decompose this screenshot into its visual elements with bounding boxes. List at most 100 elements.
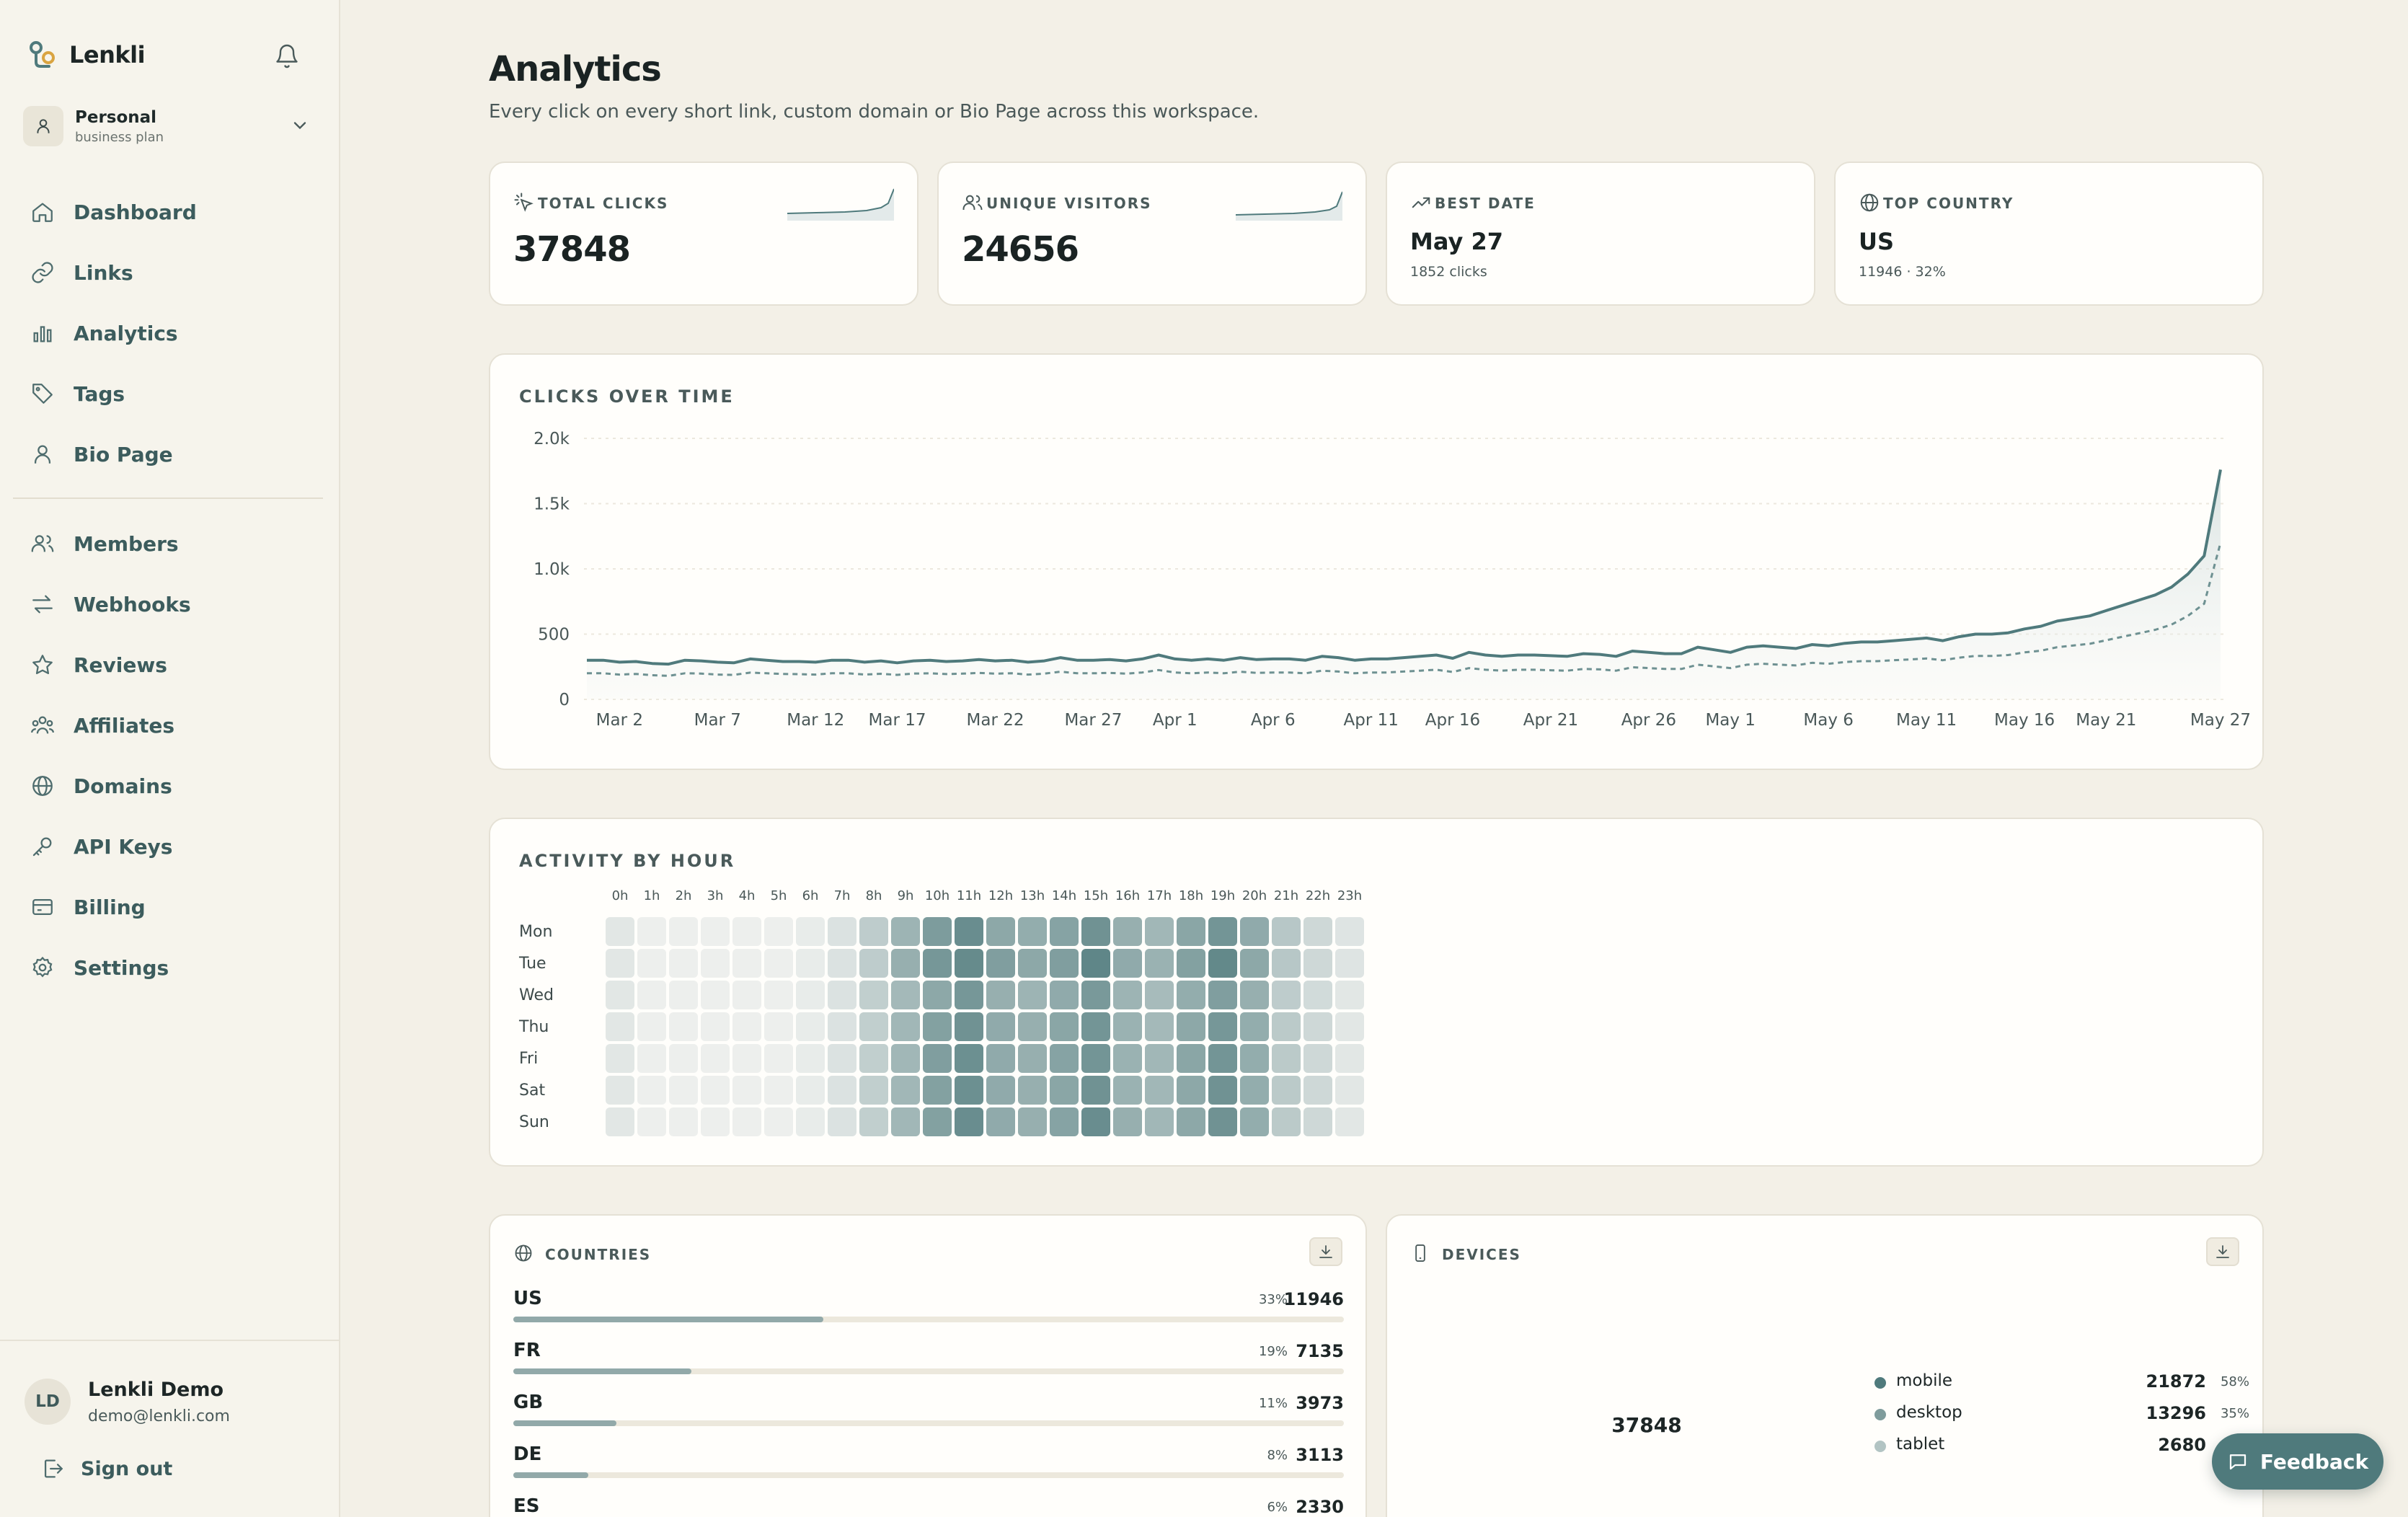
heatmap-cell[interactable] <box>732 1044 761 1073</box>
heatmap-cell[interactable] <box>955 1076 983 1105</box>
sidebar-item-analytics[interactable]: Analytics <box>30 317 178 349</box>
heatmap-cell[interactable] <box>1113 949 1142 978</box>
heatmap-cell[interactable] <box>1240 1012 1269 1041</box>
heatmap-cell[interactable] <box>1018 1076 1047 1105</box>
heatmap-cell[interactable] <box>732 1012 761 1041</box>
heatmap-cell[interactable] <box>859 1044 888 1073</box>
heatmap-cell[interactable] <box>606 981 634 1009</box>
clicks-over-time-chart[interactable]: 0 500 1.0k 1.5k 2.0k Mar 2 Mar 7 Mar 12 Mar 17 Ma… <box>490 355 2265 771</box>
heatmap-cell[interactable] <box>1272 1044 1301 1073</box>
heatmap-cell[interactable] <box>891 949 920 978</box>
brand[interactable]: Lenkli <box>29 40 146 69</box>
heatmap-cell[interactable] <box>1018 1012 1047 1041</box>
feedback-button[interactable]: Feedback <box>2212 1433 2383 1490</box>
heatmap-cell[interactable] <box>1113 917 1142 946</box>
heatmap-cell[interactable] <box>1335 1012 1364 1041</box>
sidebar-item-webhooks[interactable]: Webhooks <box>30 588 191 620</box>
heatmap-cell[interactable] <box>1145 1107 1174 1136</box>
heatmap-cell[interactable] <box>1081 1076 1110 1105</box>
heatmap-cell[interactable] <box>637 1076 666 1105</box>
heatmap-cell[interactable] <box>891 1012 920 1041</box>
heatmap-cell[interactable] <box>1145 1076 1174 1105</box>
heatmap-cell[interactable] <box>1081 949 1110 978</box>
heatmap-cell[interactable] <box>923 917 952 946</box>
heatmap-cell[interactable] <box>764 1076 793 1105</box>
device-legend-row[interactable]: desktop 13296 35% <box>1874 1402 2249 1430</box>
workspace-switcher[interactable]: Personal business plan <box>23 102 320 150</box>
heatmap-cell[interactable] <box>1081 1012 1110 1041</box>
device-legend-row[interactable]: mobile 21872 58% <box>1874 1370 2249 1399</box>
heatmap-cell[interactable] <box>1018 1107 1047 1136</box>
heatmap-cell[interactable] <box>1303 1107 1332 1136</box>
heatmap-cell[interactable] <box>732 1076 761 1105</box>
devices-donut-chart[interactable]: 37848 <box>1517 1295 1776 1517</box>
heatmap-cell[interactable] <box>1240 949 1269 978</box>
heatmap-cell[interactable] <box>1335 1044 1364 1073</box>
heatmap-cell[interactable] <box>1303 1012 1332 1041</box>
heatmap-cell[interactable] <box>669 917 698 946</box>
heatmap-cell[interactable] <box>859 981 888 1009</box>
country-row[interactable]: ES 6% 2330 <box>513 1495 1344 1517</box>
heatmap-cell[interactable] <box>637 1012 666 1041</box>
sidebar-item-api-keys[interactable]: API Keys <box>30 831 172 862</box>
heatmap-cell[interactable] <box>1335 1076 1364 1105</box>
sidebar-item-reviews[interactable]: Reviews <box>30 649 167 681</box>
heatmap-cell[interactable] <box>1303 1044 1332 1073</box>
heatmap-cell[interactable] <box>796 1076 825 1105</box>
heatmap-cell[interactable] <box>986 1044 1015 1073</box>
heatmap-cell[interactable] <box>923 1107 952 1136</box>
heatmap-cell[interactable] <box>1177 1012 1205 1041</box>
heatmap-cell[interactable] <box>955 1044 983 1073</box>
heatmap-cell[interactable] <box>606 1076 634 1105</box>
heatmap-cell[interactable] <box>1113 1044 1142 1073</box>
heatmap-cell[interactable] <box>1177 949 1205 978</box>
sidebar-item-tags[interactable]: Tags <box>30 378 125 410</box>
heatmap-cell[interactable] <box>1303 981 1332 1009</box>
heatmap-cell[interactable] <box>923 1076 952 1105</box>
heatmap-cell[interactable] <box>923 981 952 1009</box>
sidebar-item-links[interactable]: Links <box>30 257 133 288</box>
country-row[interactable]: US 33% 11946 <box>513 1288 1344 1331</box>
heatmap-cell[interactable] <box>1081 917 1110 946</box>
heatmap-cell[interactable] <box>764 1012 793 1041</box>
heatmap-cell[interactable] <box>1081 981 1110 1009</box>
heatmap-cell[interactable] <box>1113 1012 1142 1041</box>
heatmap-cell[interactable] <box>923 949 952 978</box>
heatmap-cell[interactable] <box>891 981 920 1009</box>
heatmap-cell[interactable] <box>1240 1044 1269 1073</box>
heatmap-cell[interactable] <box>796 1107 825 1136</box>
heatmap-cell[interactable] <box>1208 949 1237 978</box>
heatmap-cell[interactable] <box>828 917 856 946</box>
heatmap-cell[interactable] <box>1177 1044 1205 1073</box>
heatmap-cell[interactable] <box>1208 981 1237 1009</box>
heatmap-cell[interactable] <box>764 917 793 946</box>
heatmap-cell[interactable] <box>606 917 634 946</box>
heatmap-cell[interactable] <box>1208 1044 1237 1073</box>
heatmap-cell[interactable] <box>701 917 730 946</box>
country-row[interactable]: DE 8% 3113 <box>513 1443 1344 1487</box>
bell-icon[interactable] <box>274 43 300 69</box>
heatmap-cell[interactable] <box>986 949 1015 978</box>
heatmap-cell[interactable] <box>828 1012 856 1041</box>
heatmap-cell[interactable] <box>1272 1012 1301 1041</box>
heatmap-cell[interactable] <box>891 917 920 946</box>
sidebar-item-dashboard[interactable]: Dashboard <box>30 196 197 228</box>
heatmap-cell[interactable] <box>1018 981 1047 1009</box>
heatmap-cell[interactable] <box>859 949 888 978</box>
heatmap-cell[interactable] <box>1050 1107 1079 1136</box>
heatmap-cell[interactable] <box>1145 1012 1174 1041</box>
heatmap-cell[interactable] <box>1145 949 1174 978</box>
series-line-clicks[interactable] <box>587 469 2222 666</box>
download-button[interactable] <box>1309 1237 1342 1266</box>
heatmap-cell[interactable] <box>637 981 666 1009</box>
heatmap-cell[interactable] <box>1050 917 1079 946</box>
heatmap-cell[interactable] <box>701 1107 730 1136</box>
heatmap-cell[interactable] <box>1081 1044 1110 1073</box>
heatmap-cell[interactable] <box>1272 1107 1301 1136</box>
heatmap-cell[interactable] <box>923 1012 952 1041</box>
heatmap-cell[interactable] <box>891 1044 920 1073</box>
heatmap-cell[interactable] <box>986 981 1015 1009</box>
heatmap-cell[interactable] <box>828 981 856 1009</box>
country-row[interactable]: FR 19% 7135 <box>513 1340 1344 1383</box>
heatmap-cell[interactable] <box>637 917 666 946</box>
